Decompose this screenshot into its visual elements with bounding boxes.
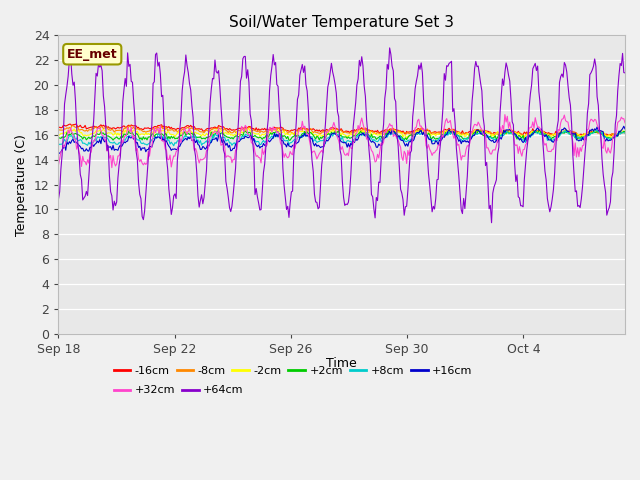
-16cm	[621, 129, 629, 135]
+64cm	[421, 115, 429, 120]
+32cm	[108, 165, 116, 170]
+2cm	[292, 133, 300, 139]
+32cm	[91, 138, 99, 144]
-16cm	[54, 125, 62, 131]
+16cm	[182, 135, 189, 141]
-16cm	[421, 127, 429, 133]
+32cm	[54, 162, 62, 168]
+16cm	[91, 142, 99, 147]
Y-axis label: Temperature (C): Temperature (C)	[15, 133, 28, 236]
-2cm	[54, 132, 62, 138]
+8cm	[421, 131, 429, 137]
Line: +32cm: +32cm	[58, 115, 625, 168]
+64cm	[182, 52, 189, 58]
-2cm	[91, 130, 99, 136]
+16cm	[54, 150, 62, 156]
+32cm	[114, 153, 122, 159]
-2cm	[621, 128, 629, 134]
+2cm	[113, 134, 120, 140]
-8cm	[114, 128, 122, 133]
+2cm	[421, 131, 429, 137]
+8cm	[183, 133, 191, 139]
+64cm	[113, 199, 120, 205]
+64cm	[54, 196, 62, 202]
+16cm	[620, 123, 628, 129]
Title: Soil/Water Temperature Set 3: Soil/Water Temperature Set 3	[229, 15, 454, 30]
-16cm	[172, 127, 180, 132]
+64cm	[621, 70, 629, 76]
-8cm	[54, 127, 62, 133]
+32cm	[621, 120, 629, 126]
+2cm	[285, 137, 292, 143]
-2cm	[172, 132, 180, 138]
+32cm	[501, 112, 509, 118]
+2cm	[621, 129, 629, 134]
Line: +64cm: +64cm	[58, 48, 625, 223]
+8cm	[621, 130, 629, 136]
Line: -2cm: -2cm	[58, 128, 625, 139]
Line: -8cm: -8cm	[58, 126, 625, 137]
-2cm	[124, 125, 131, 131]
Line: -16cm: -16cm	[58, 124, 625, 136]
Legend: +32cm, +64cm: +32cm, +64cm	[109, 381, 248, 400]
-2cm	[113, 132, 120, 138]
+8cm	[113, 142, 120, 147]
Text: EE_met: EE_met	[67, 48, 118, 61]
+8cm	[592, 127, 600, 133]
+8cm	[172, 141, 180, 146]
+64cm	[386, 45, 394, 51]
-8cm	[292, 127, 300, 133]
+2cm	[182, 132, 189, 138]
-2cm	[292, 132, 300, 137]
+8cm	[91, 136, 99, 142]
+64cm	[91, 93, 99, 99]
+64cm	[291, 139, 299, 144]
-2cm	[422, 129, 430, 134]
+16cm	[171, 146, 179, 152]
+2cm	[171, 136, 179, 142]
Line: +16cm: +16cm	[58, 126, 625, 153]
+64cm	[171, 191, 179, 197]
+8cm	[292, 139, 300, 144]
Line: +8cm: +8cm	[58, 130, 625, 146]
+16cm	[420, 129, 428, 135]
-8cm	[92, 124, 100, 130]
+32cm	[183, 132, 191, 137]
-16cm	[611, 133, 618, 139]
-8cm	[421, 130, 429, 135]
+2cm	[91, 134, 99, 140]
-16cm	[72, 121, 79, 127]
-16cm	[92, 124, 100, 130]
+32cm	[421, 130, 429, 135]
-8cm	[172, 127, 180, 133]
-16cm	[114, 124, 122, 130]
-8cm	[621, 130, 629, 136]
-16cm	[183, 123, 191, 129]
X-axis label: Time: Time	[326, 357, 357, 370]
+32cm	[172, 149, 180, 155]
+2cm	[474, 127, 482, 133]
+32cm	[292, 139, 300, 144]
+8cm	[54, 142, 62, 148]
+64cm	[488, 220, 495, 226]
-8cm	[520, 134, 528, 140]
Line: +2cm: +2cm	[58, 130, 625, 140]
-2cm	[403, 136, 410, 142]
+8cm	[170, 143, 177, 149]
-8cm	[183, 125, 191, 131]
+2cm	[54, 135, 62, 141]
+16cm	[113, 147, 120, 153]
-16cm	[292, 128, 300, 133]
+16cm	[621, 126, 629, 132]
-2cm	[183, 129, 191, 134]
+16cm	[291, 138, 299, 144]
-8cm	[69, 123, 77, 129]
